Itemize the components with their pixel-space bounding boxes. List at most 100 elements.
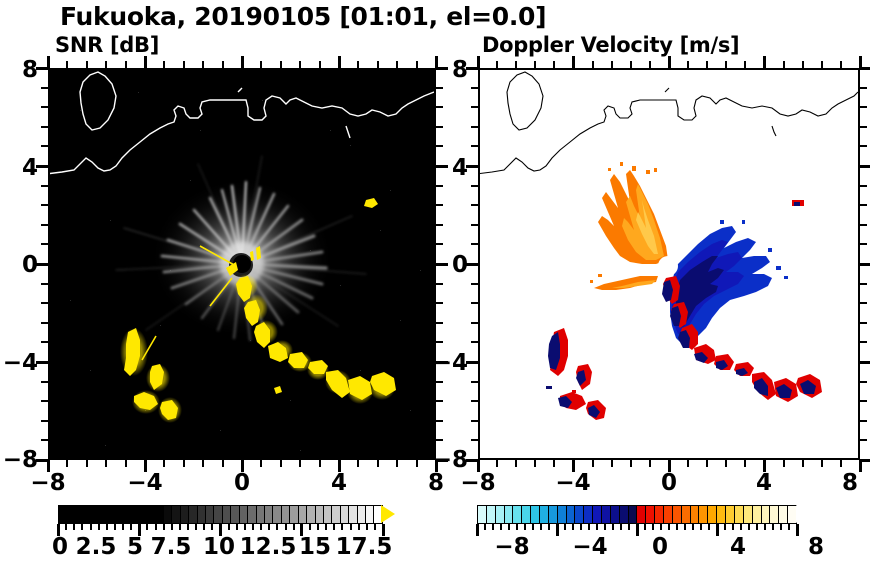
axis-major-tick [667,56,671,68]
colorbar-major-tick [635,524,639,536]
axis-minor-tick [396,61,399,68]
snr-colorbar-segment [256,506,265,523]
colorbar-minor-tick [243,524,246,530]
axis-minor-tick [610,61,613,68]
axis-minor-tick [436,184,443,187]
axis-minor-tick [436,400,443,403]
colorbar-minor-tick [317,524,319,530]
axis-minor-tick [471,400,478,403]
colorbar-minor-tick [365,524,368,530]
axis-minor-tick [496,61,499,68]
snr-colorbar[interactable] [58,505,395,524]
colorbar-major-tick [137,524,141,536]
axis-minor-tick [782,61,785,68]
colorbar-minor-tick [73,524,76,530]
axis-minor-tick [279,61,282,68]
axis-minor-tick [471,439,478,442]
colorbar-minor-tick [333,524,336,530]
colorbar-minor-tick [341,524,344,530]
axis-major-tick [240,56,244,68]
doppler-colorbar-segment [664,506,673,523]
axis-minor-tick [706,460,709,467]
doppler-panel-title: Doppler Velocity [m/s] [482,33,740,57]
doppler-plot-area[interactable] [478,68,860,460]
axis-minor-tick [318,460,321,467]
axis-minor-tick [415,61,418,68]
axis-minor-tick [396,460,399,467]
axis-major-tick [36,360,48,364]
snr-colorbar-segment [96,506,104,523]
colorbar-minor-tick [756,524,758,530]
snr-colorbar-segment [125,506,134,523]
colorbar-minor-tick [268,524,271,530]
colorbar-minor-tick [105,524,108,530]
axis-minor-tick [471,341,478,344]
axis-minor-tick [860,321,867,324]
coastline-snr [50,71,434,175]
axis-minor-tick [553,460,556,467]
snr-colorbar-segment [349,506,358,523]
colorbar-minor-tick [146,524,149,530]
axis-major-tick [476,460,480,472]
snr-colorbar-segment [172,506,181,523]
axis-minor-tick [376,61,379,68]
axis-major-tick [36,262,48,266]
snr-cbar-label-0: 0 [51,534,68,560]
axis-minor-tick [471,282,478,285]
colorbar-minor-tick [612,524,614,530]
colorbar-minor-tick [588,524,590,530]
doppler-colorbar-segment [584,506,594,523]
colorbar-major-tick [300,524,304,536]
snr-colorbar-segment [140,506,149,523]
axis-minor-tick [41,400,48,403]
colorbar-minor-tick [668,524,670,530]
snr-colorbar-segment [332,506,341,523]
axis-minor-tick [471,380,478,383]
colorbar-minor-tick [130,524,133,530]
doppler-colorbar-segment [522,506,532,523]
colorbar-minor-tick [676,524,678,530]
island-chain-doppler [662,200,822,402]
colorbar-minor-tick [276,524,279,530]
snr-plot-area[interactable] [48,68,436,460]
doppler-colorbar-segment [788,506,796,523]
colorbar-minor-tick [508,524,510,530]
doppler-colorbar[interactable] [465,505,810,524]
doppler-x-tick-neg8: −8 [460,470,496,496]
axis-major-tick [466,66,478,70]
axis-minor-tick [860,419,867,422]
axis-minor-tick [591,61,594,68]
axis-minor-tick [436,86,443,89]
axis-minor-tick [124,460,127,467]
colorbar-minor-tick [644,524,646,530]
axis-major-tick [860,360,870,364]
doppler-colorbar-segment [478,506,487,523]
colorbar-minor-tick [373,524,376,530]
colorbar-minor-tick [357,524,360,530]
axis-minor-tick [279,460,282,467]
doppler-colorbar-segment [575,506,585,523]
snr-colorbar-segment [323,506,333,523]
axis-minor-tick [41,106,48,109]
axis-minor-tick [41,302,48,305]
doppler-colorbar-segment [681,506,691,523]
colorbar-minor-tick [684,524,686,530]
axis-major-tick [36,164,48,168]
snr-x-tick-4: 4 [330,470,347,496]
axis-minor-tick [744,460,747,467]
snr-colorbar-segment [357,506,367,523]
doppler-colorbar-segment [602,506,611,523]
axis-minor-tick [471,302,478,305]
axis-minor-tick [41,243,48,246]
axis-minor-tick [471,106,478,109]
colorbar-major-tick [555,524,559,536]
axis-minor-tick [260,460,263,467]
snr-colorbar-segment [155,506,164,523]
colorbar-major-tick [715,524,719,536]
doppler-y-tick-0: 0 [451,252,468,278]
colorbar-minor-tick [732,524,734,530]
axis-major-tick [466,164,478,168]
doppler-colorbar-segment [566,506,576,523]
axis-minor-tick [515,460,518,467]
